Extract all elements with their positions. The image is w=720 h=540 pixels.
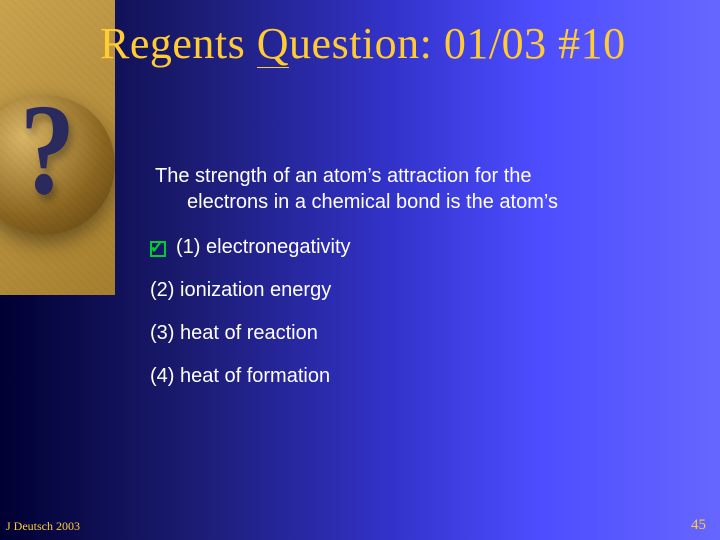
option-4-label: (4) heat of formation	[150, 365, 330, 388]
title-underlined: Q	[257, 21, 289, 68]
stem-line-2: electrons in a chemical bond is the atom…	[155, 189, 665, 215]
slide-title: Regents Question: 01/03 #10	[100, 18, 626, 69]
option-3-label: (3) heat of reaction	[150, 322, 318, 345]
option-2: (2) ionization energy	[150, 279, 351, 302]
slide: ? Regents Question: 01/03 #10 The streng…	[0, 0, 720, 540]
option-4: (4) heat of formation	[150, 365, 351, 388]
title-rest: uestion: 01/03 #10	[289, 19, 626, 68]
options-list: ✓ (1) electronegativity (2) ionization e…	[150, 236, 351, 408]
question-stem: The strength of an atom’s attraction for…	[155, 163, 665, 215]
question-mark-image: ?	[0, 0, 115, 295]
option-1-label: (1) electronegativity	[176, 236, 351, 259]
checkbox-checked-icon: ✓	[150, 241, 166, 257]
title-prefix: Regents	[100, 19, 257, 68]
footer-author: J Deutsch 2003	[6, 519, 80, 534]
question-mark-icon: ?	[20, 75, 75, 225]
footer-page-number: 45	[691, 517, 706, 534]
title-text: Regents Question: 01/03 #10	[100, 19, 626, 68]
stem-line-1: The strength of an atom’s attraction for…	[155, 165, 532, 187]
option-1: ✓ (1) electronegativity	[150, 236, 351, 259]
option-2-label: (2) ionization energy	[150, 279, 331, 302]
option-3: (3) heat of reaction	[150, 322, 351, 345]
